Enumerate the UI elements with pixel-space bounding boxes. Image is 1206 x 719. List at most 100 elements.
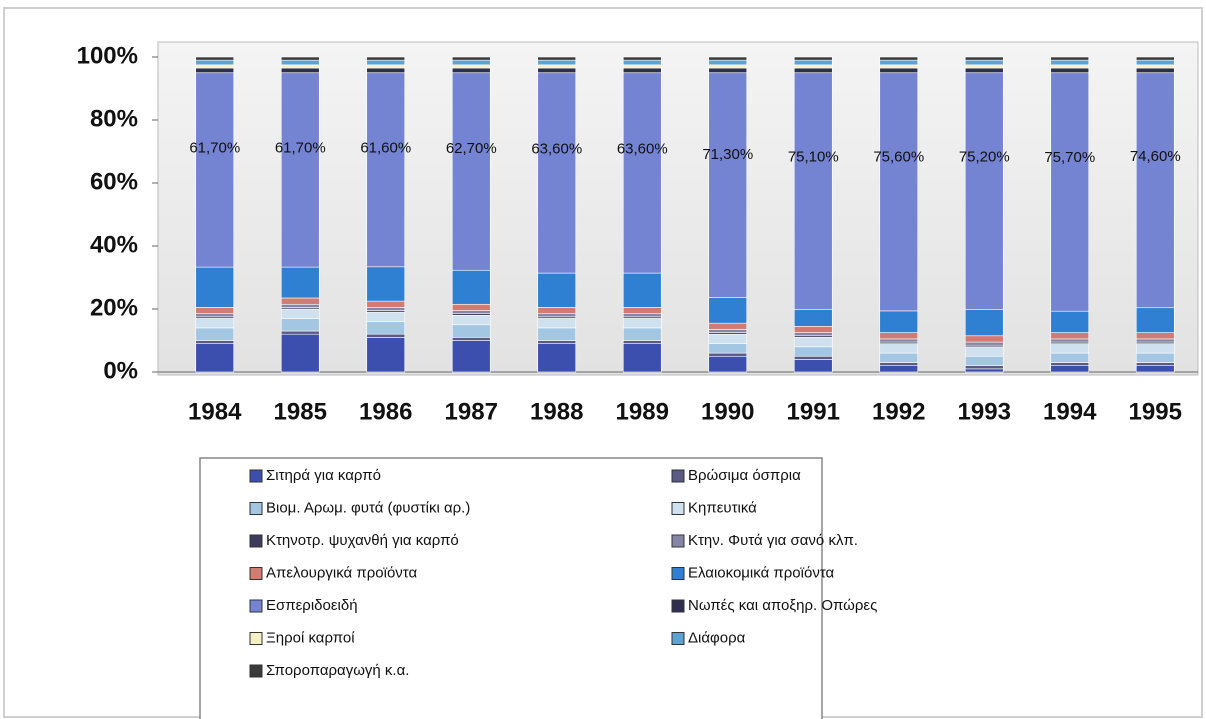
bar-segment xyxy=(366,321,406,335)
bar-segment xyxy=(280,67,320,74)
bar-segment xyxy=(622,59,662,66)
y-tick-label: 40% xyxy=(90,231,138,258)
legend-swatch xyxy=(671,567,685,580)
data-label: 71,30% xyxy=(702,146,753,163)
bar-segment xyxy=(1050,310,1090,333)
legend-swatch xyxy=(249,632,263,645)
legend-label: Νωπές και αποξηρ. Οπώρες xyxy=(688,597,877,614)
bar-segment xyxy=(793,346,833,357)
data-label: 75,20% xyxy=(959,148,1010,165)
bar-segment xyxy=(280,318,320,332)
bar-segment xyxy=(451,303,491,311)
legend-label: Εσπεριδοειδή xyxy=(266,597,358,614)
bar-segment xyxy=(622,272,662,308)
bar-segment xyxy=(537,307,577,315)
bar-segment xyxy=(1135,365,1175,373)
bar-segment xyxy=(366,300,406,308)
data-label: 61,60% xyxy=(360,139,411,156)
bar-segment xyxy=(537,272,577,308)
x-tick-label: 1989 xyxy=(616,398,669,425)
bar-segment xyxy=(622,307,662,315)
legend-label: Βρώσιμα όσπρια xyxy=(688,467,801,484)
bar-segment xyxy=(879,59,919,66)
bar-segment xyxy=(1050,64,1090,69)
bar-segment xyxy=(622,318,662,329)
bar-segment xyxy=(280,64,320,69)
bar-segment xyxy=(964,64,1004,69)
legend-swatch xyxy=(671,599,685,613)
bar-segment xyxy=(195,313,235,318)
legend-label: Ελαιοκομικά προϊόντα xyxy=(688,564,835,581)
bar-segment xyxy=(708,72,748,298)
bar-segment xyxy=(451,337,491,341)
bar-segment xyxy=(879,310,919,333)
bar-segment xyxy=(451,310,491,315)
data-label: 62,70% xyxy=(446,140,497,157)
bar-segment xyxy=(1050,343,1090,354)
bar-segment xyxy=(1050,56,1090,61)
bar-segment xyxy=(366,266,406,302)
bar-segment xyxy=(280,72,320,268)
legend-label: Κηπευτικά xyxy=(688,499,757,516)
y-tick-label: 60% xyxy=(90,168,138,195)
bar-segment xyxy=(622,313,662,318)
bar-segment xyxy=(1135,362,1175,366)
bar-segment xyxy=(879,343,919,354)
data-label: 61,70% xyxy=(275,139,326,156)
bar-segment xyxy=(964,355,1004,366)
bar-segment xyxy=(195,56,235,61)
bar-segment xyxy=(1135,332,1175,340)
bar-segment xyxy=(793,355,833,360)
legend-swatch xyxy=(249,534,263,548)
bar-segment xyxy=(793,332,833,337)
bar-segment xyxy=(280,308,320,319)
legend-label: Σποροπαραγωγή κ.α. xyxy=(266,662,409,679)
bar-segment xyxy=(537,72,577,274)
legend-swatch xyxy=(671,534,685,548)
bar-segment xyxy=(964,56,1004,61)
data-label: 75,60% xyxy=(873,149,924,166)
bar-segment xyxy=(622,72,662,274)
bar-segment xyxy=(793,67,833,74)
legend-swatch xyxy=(249,664,263,678)
bar-segment xyxy=(1050,59,1090,66)
bar-segment xyxy=(1050,352,1090,363)
bar-segment xyxy=(1135,64,1175,69)
bar-segment xyxy=(964,341,1004,346)
bar-segment xyxy=(195,327,235,341)
bar-segment xyxy=(366,333,406,338)
legend-swatch xyxy=(249,469,263,483)
bar-segment xyxy=(280,333,320,373)
bar-segment xyxy=(537,56,577,61)
bar-segment xyxy=(195,67,235,74)
legend-swatch xyxy=(249,599,263,613)
bar-segment xyxy=(366,72,406,268)
bar-segment xyxy=(1135,59,1175,66)
bar-segment xyxy=(708,355,748,373)
bar-segment xyxy=(879,56,919,61)
bar-segment xyxy=(537,64,577,69)
x-tick-label: 1990 xyxy=(701,398,754,425)
bar-segment xyxy=(1050,67,1090,74)
bar-segment xyxy=(537,343,577,373)
bar-segment xyxy=(708,333,748,344)
bar-segment xyxy=(537,59,577,66)
bar-segment xyxy=(879,338,919,343)
bar-segment xyxy=(1050,365,1090,373)
bar-segment xyxy=(1135,67,1175,74)
bar-segment xyxy=(366,59,406,66)
bar-segment xyxy=(451,72,491,271)
bar-segment xyxy=(708,329,748,333)
x-tick-label: 1994 xyxy=(1043,398,1097,425)
bar-segment xyxy=(1135,307,1175,333)
bar-segment xyxy=(537,318,577,329)
bar-segment xyxy=(879,332,919,340)
bar-segment xyxy=(1135,72,1175,309)
bar-segment xyxy=(964,72,1004,310)
legend-swatch xyxy=(671,469,685,483)
bar-segment xyxy=(708,56,748,61)
bar-segment xyxy=(879,365,919,373)
bar-segment xyxy=(1050,362,1090,366)
bar-segment xyxy=(622,64,662,69)
bar-segment xyxy=(622,327,662,341)
